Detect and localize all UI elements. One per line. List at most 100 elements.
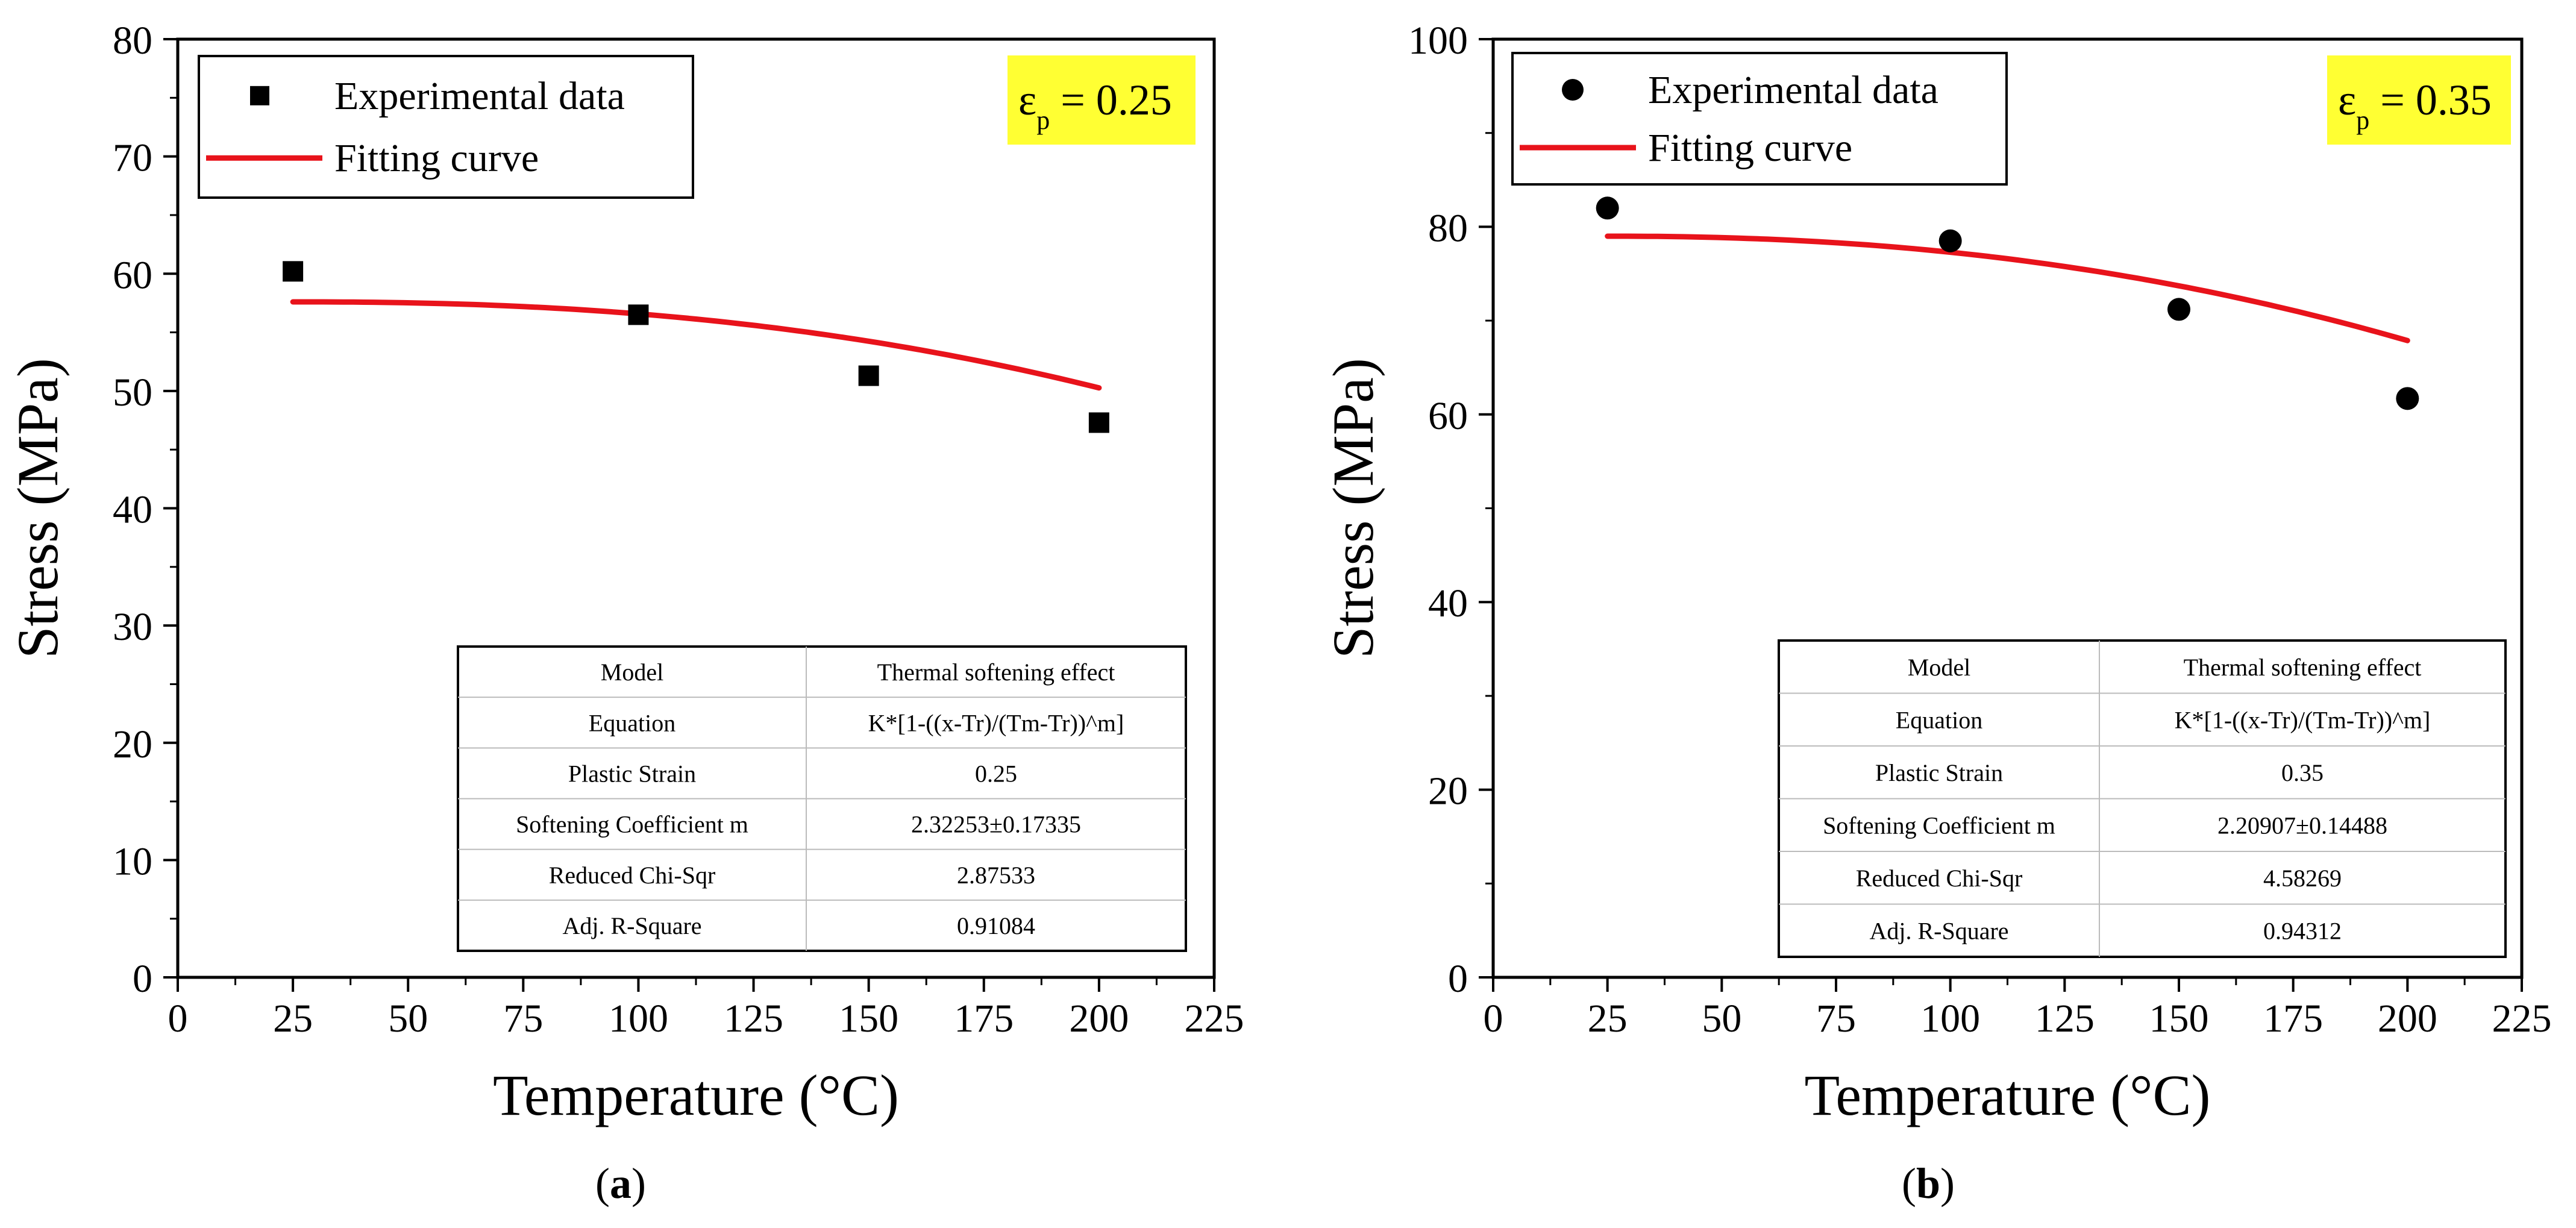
table-cell-value: 0.91084 bbox=[957, 912, 1035, 939]
table-cell-label: Model bbox=[601, 659, 663, 686]
x-tick-label: 100 bbox=[609, 997, 668, 1041]
fit-results-table: Model Thermal softening effect Equation K*[… bbox=[1778, 639, 2507, 958]
x-tick-label: 225 bbox=[1185, 997, 1244, 1041]
data-point-circle bbox=[1938, 229, 1962, 252]
panel-caption: (a) bbox=[595, 1159, 646, 1208]
data-point-square bbox=[858, 365, 879, 386]
legend-label-fitting: Fitting curve bbox=[1648, 126, 1852, 170]
x-axis-title: Temperature (°C) bbox=[1804, 1063, 2210, 1127]
x-tick-label: 125 bbox=[2035, 997, 2095, 1041]
data-point-square bbox=[1088, 412, 1109, 433]
y-tick-label: 20 bbox=[113, 722, 152, 766]
y-axis-title: Stress (MPa) bbox=[1321, 358, 1385, 659]
legend-marker-circle bbox=[1562, 79, 1584, 101]
fit-results-table: Model Thermal softening effect Equation K*[… bbox=[457, 645, 1187, 952]
y-tick-label: 0 bbox=[133, 957, 152, 1001]
x-tick-label: 75 bbox=[503, 997, 543, 1041]
table-cell-value: K*[1-((x-Tr)/(Tm-Tr))^m] bbox=[2175, 706, 2431, 733]
y-axis-title: Stress (MPa) bbox=[5, 358, 70, 659]
x-tick-label: 50 bbox=[1702, 997, 1741, 1041]
legend: Experimental data Fitting curve bbox=[1511, 52, 2008, 186]
table-cell-value: Thermal softening effect bbox=[877, 659, 1115, 686]
strain-badge-background bbox=[2327, 55, 2511, 145]
chart-panel-a: 0 25 50 75 100 125 150 175 200 225 0 10 20 30 40 50 60 70… bbox=[5, 19, 1244, 1208]
x-tick-label: 75 bbox=[1816, 997, 1856, 1041]
y-tick-label: 40 bbox=[113, 488, 152, 532]
y-tick-label: 70 bbox=[113, 136, 152, 180]
x-tick-label: 125 bbox=[724, 997, 783, 1041]
legend-label-experimental: Experimental data bbox=[334, 74, 625, 118]
table-cell-label: Equation bbox=[589, 709, 675, 736]
strain-symbol: ε bbox=[1018, 76, 1036, 124]
x-tick-label: 25 bbox=[1588, 997, 1628, 1041]
table-cell-label: Adj. R-Square bbox=[1869, 917, 2008, 944]
y-tick-label: 80 bbox=[1428, 206, 1468, 250]
table-cell-value: 0.25 bbox=[975, 760, 1017, 787]
y-tick-label: 20 bbox=[1428, 769, 1468, 813]
x-tick-label: 150 bbox=[2149, 997, 2209, 1041]
x-tick-label: 25 bbox=[273, 997, 313, 1041]
table-cell-value: 0.94312 bbox=[2263, 917, 2342, 944]
fitting-curve-line bbox=[290, 299, 1102, 391]
x-tick-label: 0 bbox=[168, 997, 188, 1041]
table-cell-label: Plastic Strain bbox=[1875, 759, 2003, 786]
fitting-curve-line bbox=[1605, 233, 2410, 343]
data-point-circle bbox=[1596, 196, 1619, 220]
strain-value: = 0.35 bbox=[2369, 76, 2492, 124]
strain-badge: εp = 0.25 bbox=[1008, 55, 1196, 145]
caption-letter: a bbox=[610, 1159, 631, 1208]
x-tick-label: 50 bbox=[388, 997, 428, 1041]
panel-caption: (b) bbox=[1902, 1159, 1955, 1208]
table-cell-label: Reduced Chi-Sqr bbox=[1856, 865, 2023, 892]
y-tick-label: 0 bbox=[1448, 957, 1468, 1001]
table-cell-label: Reduced Chi-Sqr bbox=[549, 862, 716, 889]
y-tick-label: 30 bbox=[113, 605, 152, 649]
caption-open-paren: ( bbox=[1902, 1159, 1916, 1208]
strain-badge-text: εp = 0.35 bbox=[2338, 76, 2492, 135]
y-tick-label: 60 bbox=[1428, 394, 1468, 438]
table-cell-label: Model bbox=[1908, 654, 1970, 681]
table-cell-label: Equation bbox=[1896, 706, 1982, 733]
legend-marker-square bbox=[250, 86, 269, 105]
data-point-square bbox=[628, 304, 649, 325]
table-cell-value: 2.20907±0.14488 bbox=[2217, 812, 2387, 839]
legend-label-experimental: Experimental data bbox=[1648, 68, 1938, 112]
strain-subscript: p bbox=[1036, 105, 1050, 135]
table-cell-value: K*[1-((x-Tr)/(Tm-Tr))^m] bbox=[868, 709, 1124, 736]
table-cell-label: Softening Coefficient m bbox=[1823, 812, 2055, 839]
strain-badge: εp = 0.35 bbox=[2327, 55, 2511, 145]
table-cell-value: 2.32253±0.17335 bbox=[911, 811, 1081, 838]
legend-label-fitting: Fitting curve bbox=[334, 136, 539, 180]
y-tick-label: 60 bbox=[113, 253, 152, 297]
x-tick-label: 200 bbox=[1069, 997, 1129, 1041]
y-tick-label: 40 bbox=[1428, 581, 1468, 625]
table-cell-label: Softening Coefficient m bbox=[516, 811, 748, 838]
table-cell-label: Adj. R-Square bbox=[562, 912, 701, 939]
table-cell-value: 2.87533 bbox=[957, 862, 1035, 889]
x-axis-title: Temperature (°C) bbox=[493, 1063, 899, 1127]
caption-close-paren: ) bbox=[631, 1159, 646, 1208]
chart-panel-b: 0 25 50 75 100 125 150 175 200 225 0 20 40 60 80 100 Tem… bbox=[1321, 19, 2552, 1208]
strain-badge-background bbox=[1008, 55, 1196, 145]
legend-box bbox=[198, 55, 694, 199]
x-tick-label: 175 bbox=[2263, 997, 2323, 1041]
table-cell-value: 4.58269 bbox=[2263, 865, 2342, 892]
strain-badge-text: εp = 0.25 bbox=[1018, 76, 1172, 135]
data-point-square bbox=[283, 261, 304, 282]
strain-subscript: p bbox=[2356, 105, 2369, 135]
x-tick-label: 200 bbox=[2378, 997, 2437, 1041]
y-tick-label: 80 bbox=[113, 19, 152, 63]
x-tick-label: 225 bbox=[2492, 997, 2552, 1041]
table-cell-value: 0.35 bbox=[2281, 759, 2324, 786]
table-cell-value: Thermal softening effect bbox=[2184, 654, 2422, 681]
legend-box bbox=[1511, 52, 2008, 186]
y-tick-label: 100 bbox=[1408, 19, 1468, 63]
caption-close-paren: ) bbox=[1940, 1159, 1955, 1208]
y-tick-label: 50 bbox=[113, 371, 152, 415]
data-point-circle bbox=[2167, 298, 2190, 321]
table-cell-label: Plastic Strain bbox=[568, 760, 696, 787]
y-tick-label: 10 bbox=[113, 839, 152, 883]
x-tick-label: 100 bbox=[1920, 997, 1980, 1041]
caption-letter: b bbox=[1916, 1159, 1940, 1208]
